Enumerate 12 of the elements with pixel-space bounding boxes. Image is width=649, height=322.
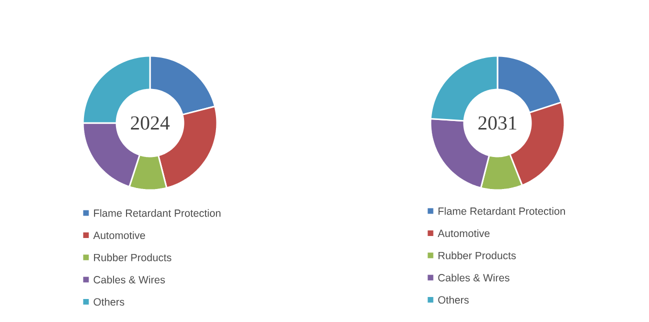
legend-label: Cables & Wires	[438, 274, 510, 282]
legend-label: Others	[438, 296, 469, 304]
legend-label: Automotive	[93, 231, 146, 240]
text: 2031	[478, 116, 516, 130]
legend-label: Cables & Wires	[94, 276, 165, 284]
legend-label: Rubber Products	[438, 252, 516, 260]
legend-label: Others	[94, 298, 124, 306]
legend-label: Automotive	[438, 229, 490, 238]
legend-label: Rubber Products	[94, 254, 172, 262]
legend-label: Flame Retardant Protection	[438, 207, 565, 215]
legend-label: Flame Retardant Protection	[94, 209, 220, 217]
text: 2024	[130, 116, 170, 130]
